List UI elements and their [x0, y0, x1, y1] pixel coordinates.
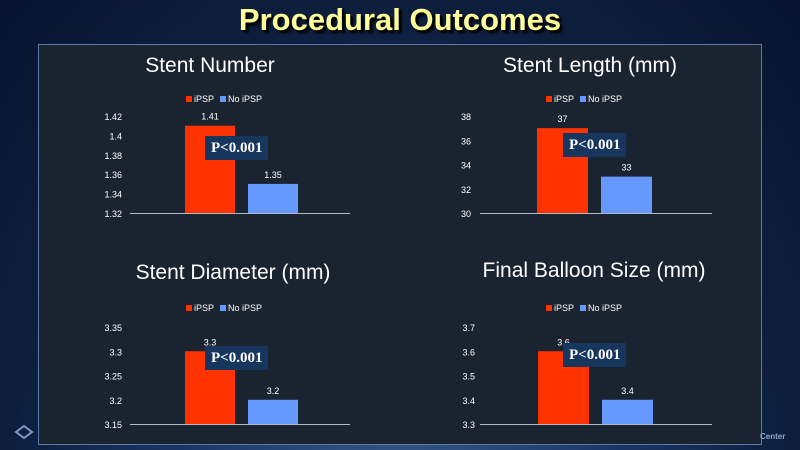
data-label: 33	[621, 163, 631, 173]
charts-panel	[38, 44, 762, 445]
chart-1: 1.42 1.4 1.38 1.36 1.34 1.32 1.41 1.35	[104, 112, 350, 219]
chart-title: Final Balloon Size (mm)	[482, 259, 706, 282]
legend-swatch-no-ipsp	[580, 304, 587, 311]
p-value-box: P<0.001	[205, 136, 269, 160]
legend-swatch-ipsp	[186, 95, 192, 102]
bar-no-ipsp	[248, 399, 298, 424]
y-tick-label: 36	[461, 136, 471, 146]
y-tick-label: 38	[461, 112, 471, 122]
y-tick-label: 3.3	[109, 347, 122, 357]
legend-label: iPSP	[194, 302, 215, 313]
data-label: 3.6	[557, 337, 570, 347]
bar-no-ipsp	[602, 399, 653, 424]
chart-3: 3.35 3.3 3.25 3.2 3.15 3.3 3.2	[104, 323, 350, 430]
y-tick-label: 1.42	[104, 112, 122, 122]
legend-swatch-ipsp	[546, 304, 552, 311]
data-label: 3.4	[621, 386, 634, 396]
y-tick-label: 3.4	[462, 396, 475, 406]
chart-2: 38 36 34 32 30 37 33	[461, 112, 712, 219]
y-tick-label: 1.32	[104, 209, 122, 219]
bar-no-ipsp	[601, 176, 652, 213]
y-tick-label: 1.4	[109, 131, 122, 141]
y-tick-label: 3.7	[462, 323, 475, 333]
data-label: 1.35	[264, 170, 282, 180]
y-tick-label: 1.38	[104, 151, 122, 161]
bar-no-ipsp	[248, 183, 298, 213]
y-tick-label: 32	[461, 185, 471, 195]
y-tick-label: 3.35	[104, 323, 122, 333]
legend-label: iPSP	[554, 302, 575, 313]
legend-label: No iPSP	[228, 302, 263, 313]
data-label: 37	[557, 114, 567, 124]
legend-swatch-no-ipsp	[220, 95, 227, 102]
data-label: 3.2	[267, 386, 280, 396]
legend-label: iPSP	[194, 93, 215, 104]
chart-legend: iPSP No iPSP	[546, 93, 628, 104]
y-tick-label: 3.15	[104, 420, 122, 430]
legend-swatch-ipsp	[186, 304, 192, 311]
p-value-box: P<0.001	[205, 346, 269, 370]
y-tick-label: 34	[461, 161, 471, 171]
legend-label: iPSP	[554, 93, 575, 104]
data-label: 1.41	[201, 112, 219, 122]
logo-icon	[14, 424, 34, 440]
y-tick-label: 3.6	[462, 347, 475, 357]
legend-label: No iPSP	[228, 93, 263, 104]
footer-text: Center	[760, 432, 786, 441]
legend-swatch-ipsp	[546, 95, 552, 102]
y-tick-label: 3.3	[462, 420, 475, 430]
y-tick-label: 1.34	[104, 190, 122, 200]
p-value-box: P<0.001	[563, 343, 627, 367]
slide-title: Procedural Outcomes	[238, 2, 562, 37]
y-tick-label: 3.5	[462, 372, 475, 382]
legend-swatch-no-ipsp	[220, 304, 227, 311]
y-tick-label: 3.25	[104, 372, 122, 382]
chart-legend: iPSP No iPSP	[546, 302, 628, 313]
data-label: 3.3	[204, 337, 217, 347]
chart-title: Stent Diameter (mm)	[135, 261, 331, 284]
y-tick-label: 1.36	[104, 170, 122, 180]
chart-title: Stent Length (mm)	[503, 54, 677, 77]
legend-label: No iPSP	[588, 93, 623, 104]
chart-legend: iPSP No iPSP	[186, 302, 268, 313]
chart-legend: iPSP No iPSP	[186, 93, 268, 104]
legend-label: No iPSP	[588, 302, 623, 313]
y-tick-label: 30	[461, 209, 471, 219]
legend-swatch-no-ipsp	[580, 95, 587, 102]
chart-4: 3.7 3.6 3.5 3.4 3.3 3.6 3.4	[462, 323, 712, 430]
chart-title: Stent Number	[145, 54, 275, 77]
y-tick-label: 3.2	[109, 396, 122, 406]
p-value-box: P<0.001	[563, 133, 627, 157]
